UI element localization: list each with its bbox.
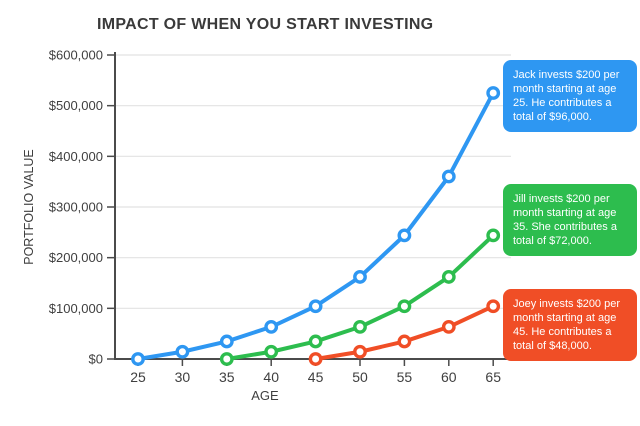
svg-text:65: 65 bbox=[485, 369, 501, 385]
callout-jack: Jack invests $200 per month starting at … bbox=[503, 60, 637, 133]
svg-text:$500,000: $500,000 bbox=[49, 98, 103, 113]
svg-text:$200,000: $200,000 bbox=[49, 250, 103, 265]
svg-text:$600,000: $600,000 bbox=[49, 48, 103, 63]
svg-text:45: 45 bbox=[308, 369, 324, 385]
svg-text:30: 30 bbox=[175, 369, 191, 385]
svg-text:$0: $0 bbox=[89, 352, 103, 367]
svg-text:40: 40 bbox=[263, 369, 279, 385]
callout-jack-text: Jack invests $200 per month starting at … bbox=[513, 69, 620, 124]
chart-title: IMPACT OF WHEN YOU START INVESTING bbox=[97, 16, 434, 33]
svg-text:PORTFOLIO VALUE: PORTFOLIO VALUE bbox=[22, 149, 36, 265]
svg-text:$400,000: $400,000 bbox=[49, 149, 103, 164]
svg-text:60: 60 bbox=[441, 369, 457, 385]
svg-text:$300,000: $300,000 bbox=[49, 200, 103, 215]
callout-jill-text: Jill invests $200 per month starting at … bbox=[513, 193, 617, 248]
svg-text:AGE: AGE bbox=[251, 388, 279, 403]
callout-joey: Joey invests $200 per month starting at … bbox=[503, 289, 637, 362]
svg-text:50: 50 bbox=[352, 369, 368, 385]
svg-text:$100,000: $100,000 bbox=[49, 301, 103, 316]
callout-jill: Jill invests $200 per month starting at … bbox=[503, 184, 637, 257]
callout-joey-text: Joey invests $200 per month starting at … bbox=[513, 298, 621, 353]
svg-text:35: 35 bbox=[219, 369, 235, 385]
svg-text:25: 25 bbox=[130, 369, 146, 385]
svg-text:55: 55 bbox=[397, 369, 413, 385]
